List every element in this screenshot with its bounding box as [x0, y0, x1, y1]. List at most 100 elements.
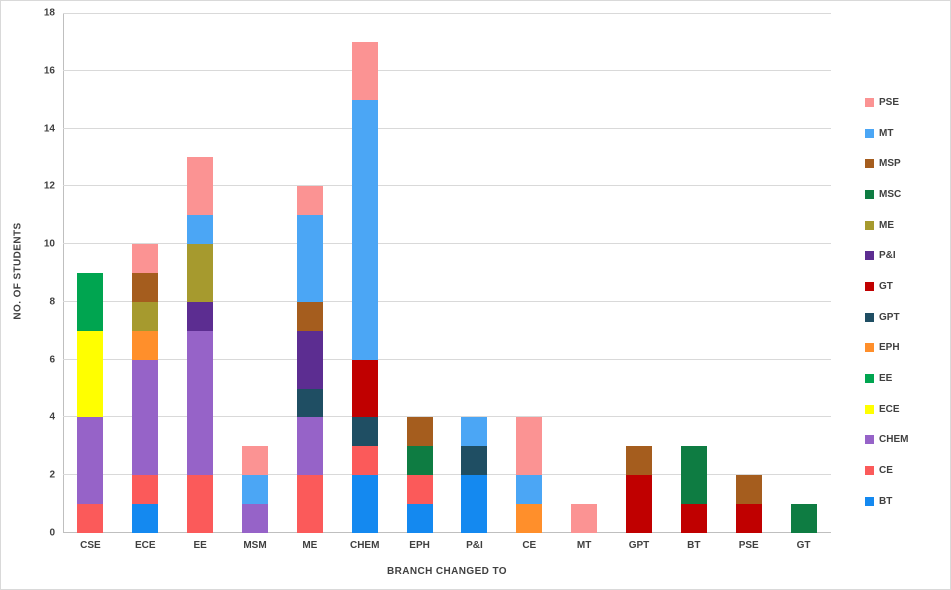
bar-segment-ECE-ME	[132, 301, 159, 331]
x-tick-label-MSM: MSM	[243, 540, 267, 551]
legend-label-GPT: GPT	[879, 311, 900, 323]
legend-swatch-CHEM	[865, 435, 874, 445]
legend-swatch-EPH	[865, 343, 874, 353]
legend-label-EE: EE	[879, 373, 893, 385]
bar-segment-EE-P&I	[187, 301, 214, 331]
x-tick-label-EPH: EPH	[409, 540, 430, 551]
bar-segment-ME-CHEM	[296, 417, 323, 476]
legend-item-BT: BT	[865, 486, 949, 517]
bar-segment-ME-P&I	[296, 330, 323, 389]
bar-segment-CHEM-GT	[351, 359, 378, 418]
legend-label-CE: CE	[879, 465, 893, 477]
legend-label-ME: ME	[879, 219, 894, 231]
gridline-18	[63, 13, 831, 14]
x-tick-label-EE: EE	[193, 540, 207, 551]
bar-segment-ME-CE	[296, 475, 323, 533]
legend-label-MSP: MSP	[879, 158, 901, 170]
bar-segment-EPH-MSC	[406, 446, 433, 476]
bar-segment-EE-MT	[187, 215, 214, 245]
y-tick-label-12: 12	[43, 180, 55, 192]
bar-segment-GPT-GT	[626, 475, 652, 533]
legend-swatch-MSP	[865, 159, 874, 169]
legend-label-MT: MT	[879, 127, 894, 139]
bar-segment-CSE-CHEM	[77, 417, 104, 505]
legend-item-MSP: MSP	[865, 148, 949, 179]
x-tick-label-CE: CE	[522, 540, 537, 551]
legend-item-GT: GT	[865, 271, 949, 302]
gridline-4	[63, 416, 831, 418]
bar-segment-CHEM-CE	[351, 446, 378, 476]
y-tick-label-10: 10	[43, 238, 55, 250]
bar-segment-CE-MT	[516, 475, 543, 505]
legend-swatch-EE	[865, 374, 874, 384]
bar-segment-EPH-MSP	[406, 417, 433, 447]
legend-item-ME: ME	[865, 210, 949, 241]
x-tick-label-P&I: P&I	[466, 540, 483, 551]
bar-segment-CE-EPH	[516, 504, 543, 533]
legend-label-MSC: MSC	[879, 188, 902, 200]
bar-segment-MT-PSE	[571, 504, 598, 533]
legend-item-ECE: ECE	[865, 394, 949, 425]
gridline-16	[63, 69, 831, 71]
bar-segment-EPH-BT	[406, 504, 433, 533]
legend-swatch-PSE	[865, 97, 874, 107]
legend-swatch-BT	[865, 496, 874, 506]
legend-label-PSE: PSE	[879, 96, 900, 108]
legend-item-CE: CE	[865, 455, 949, 486]
bar-segment-ECE-PSE	[132, 244, 159, 273]
bar-segment-EE-CHEM	[187, 330, 214, 476]
legend: PSE MT MSP MSC ME P&I GT GPT EPH EE ECE CHEM CE BT	[865, 87, 949, 517]
legend-item-GPT: GPT	[865, 302, 949, 333]
x-tick-label-CSE: CSE	[80, 540, 101, 551]
y-tick-label-4: 4	[49, 411, 55, 423]
legend-swatch-ECE	[865, 404, 874, 414]
y-tick-label-8: 8	[49, 296, 55, 308]
legend-swatch-ME	[865, 220, 874, 230]
gridline-14	[63, 127, 831, 129]
legend-swatch-CE	[865, 466, 874, 476]
bar-segment-MSM-PSE	[242, 446, 268, 476]
x-tick-label-PSE: PSE	[738, 540, 759, 551]
y-tick-label-2: 2	[49, 469, 55, 481]
bar-segment-EE-PSE	[187, 157, 214, 216]
legend-label-GT: GT	[879, 280, 893, 292]
legend-label-ECE: ECE	[879, 403, 900, 415]
bar-segment-ME-MSP	[296, 301, 323, 331]
y-tick-label-16: 16	[43, 65, 55, 77]
gridline-2	[63, 474, 831, 476]
bar-segment-EE-CE	[187, 475, 214, 533]
gridline-0	[63, 532, 831, 533]
legend-swatch-MT	[865, 128, 874, 138]
gridline-8	[63, 300, 831, 302]
bar-segment-P&I-MT	[461, 417, 488, 447]
legend-item-PSE: PSE	[865, 87, 949, 118]
legend-swatch-GT	[865, 281, 874, 291]
bar-segment-EE-ME	[187, 244, 214, 302]
legend-item-MT: MT	[865, 118, 949, 149]
legend-item-EPH: EPH	[865, 333, 949, 364]
bar-segment-ECE-EPH	[132, 330, 159, 360]
bar-segment-GPT-MSP	[626, 446, 652, 476]
y-tick-label-6: 6	[49, 354, 55, 366]
bar-segment-P&I-BT	[461, 475, 488, 533]
bar-segment-BT-GT	[680, 504, 707, 533]
bar-segment-CHEM-PSE	[351, 41, 378, 100]
x-tick-label-BT: BT	[687, 540, 701, 551]
x-tick-label-ECE: ECE	[134, 540, 156, 551]
legend-item-P&I: P&I	[865, 240, 949, 271]
bar-segment-GT-MSC	[790, 504, 817, 533]
bar-segment-ECE-BT	[132, 504, 159, 533]
legend-label-CHEM: CHEM	[879, 434, 909, 446]
bar-segment-BT-MSC	[680, 446, 707, 505]
gridline-10	[63, 243, 831, 245]
bar-segment-MSM-MT	[242, 475, 268, 505]
gridline-12	[63, 185, 831, 187]
x-axis-title: BRANCH CHANGED TO	[387, 566, 507, 577]
y-tick-label-14: 14	[43, 123, 55, 135]
bar-segment-ECE-CE	[132, 475, 159, 505]
bar-segment-ME-MT	[296, 215, 323, 302]
bar-segment-CHEM-GPT	[351, 417, 378, 447]
bar-segment-ECE-CHEM	[132, 359, 159, 476]
bar-segment-CE-PSE	[516, 417, 543, 476]
